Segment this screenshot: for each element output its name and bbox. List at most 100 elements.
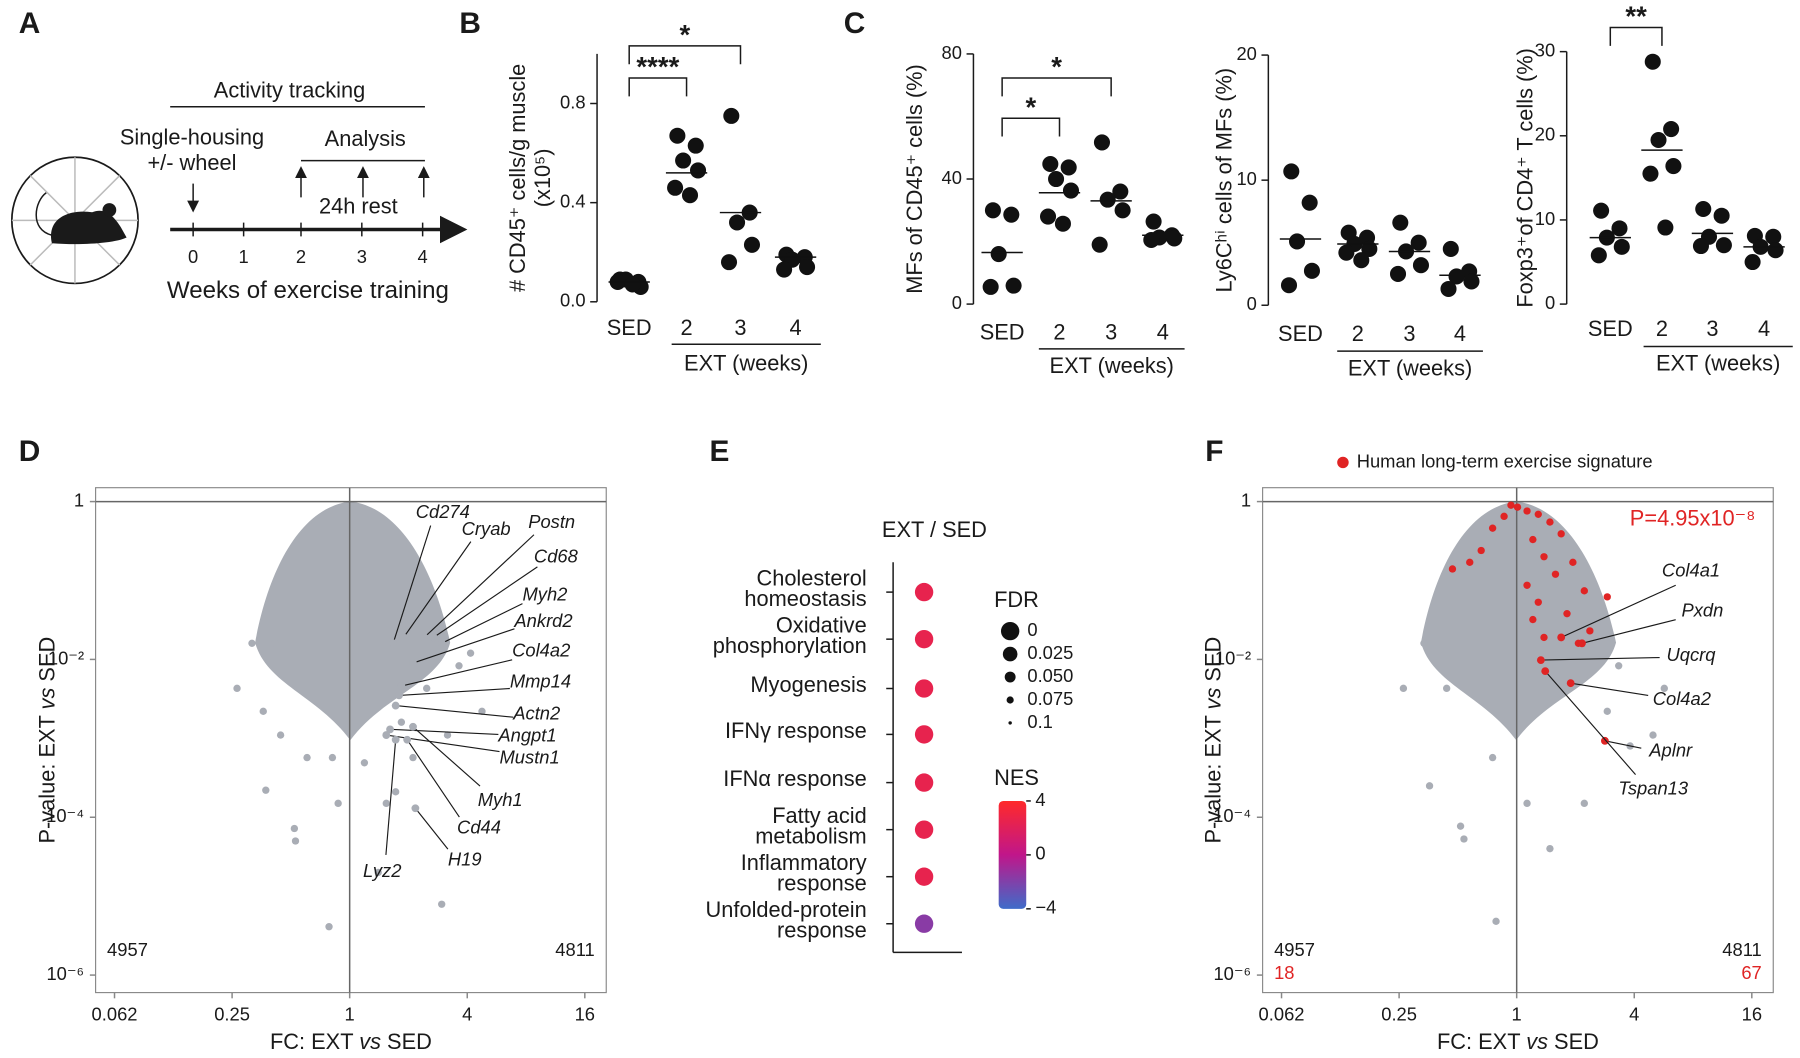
data-point (982, 278, 999, 295)
x-tick-label: 0.25 (1381, 1003, 1417, 1024)
x-tick-label: 4 (1629, 1003, 1639, 1024)
data-point (1663, 121, 1680, 138)
gene-label: Mustn1 (500, 746, 560, 767)
gene-point (409, 722, 417, 731)
x-tick-label: 16 (1742, 1003, 1762, 1024)
data-point (1112, 183, 1129, 200)
leader-line (1544, 670, 1636, 775)
significance-bracket (628, 77, 688, 97)
data-point (325, 923, 333, 931)
data-point (1644, 53, 1661, 70)
data-point (1361, 240, 1378, 257)
signature-point (1529, 535, 1537, 544)
y-tick-label: 0.8 (560, 91, 586, 112)
data-point (1099, 191, 1116, 208)
gene-label: Aplnr (1648, 739, 1693, 760)
signature-point (1523, 581, 1531, 589)
gene-label: Tspan13 (1618, 777, 1689, 798)
legend-marker (1337, 456, 1349, 469)
axis-title-part: SED (34, 637, 59, 688)
gene-label: Col4a1 (1662, 559, 1720, 580)
gene-point (382, 731, 391, 739)
y-tick-label: 10⁻⁴ (46, 805, 84, 826)
data-point (1692, 237, 1709, 255)
data-point (248, 639, 256, 647)
signature-point (1500, 512, 1508, 521)
x-tick-label: 4 (1157, 320, 1169, 345)
significance-bracket (628, 45, 742, 65)
data-point (1054, 215, 1071, 232)
signature-point (1569, 558, 1577, 566)
data-point (328, 753, 337, 762)
data-point (1665, 158, 1682, 175)
data-point (303, 753, 311, 762)
data-point (1492, 917, 1500, 925)
data-point (1448, 268, 1465, 285)
gene-point (420, 633, 429, 642)
gene-point (391, 735, 400, 744)
data-point (423, 684, 431, 693)
bubble (914, 582, 934, 602)
data-point (1283, 163, 1300, 180)
data-point (1114, 202, 1131, 219)
gene-label: Myh1 (478, 789, 523, 810)
colorbar-label: 4 (1035, 789, 1045, 810)
gene-point (1557, 633, 1566, 642)
signature-point (1546, 518, 1554, 526)
leader-line (399, 687, 510, 696)
gene-label: Pxdn (1681, 599, 1723, 620)
data-point (478, 707, 486, 715)
data-point (1590, 247, 1607, 264)
gene-label: Actn2 (512, 703, 560, 724)
point-cloud (1420, 501, 1617, 741)
axis-title-part: vs (1200, 688, 1225, 710)
data-point (1611, 220, 1628, 237)
gene-point (403, 735, 412, 744)
panel-label: B (459, 7, 481, 40)
data-point (233, 684, 241, 693)
data-point (1410, 234, 1427, 251)
axis-title-part: SED (381, 1029, 432, 1054)
chart-title: EXT / SED (882, 517, 987, 542)
data-point (1389, 265, 1407, 282)
rest-label: 24h rest (319, 193, 398, 218)
tracking-label: Activity tracking (214, 78, 365, 103)
gene-point (1601, 736, 1609, 745)
gene-label: Myh2 (522, 583, 567, 604)
y-tick-label: 0.0 (560, 290, 586, 311)
data-point (1420, 639, 1428, 647)
count-label: 4811 (555, 939, 594, 960)
leader-line (392, 525, 432, 644)
data-point (259, 707, 267, 715)
leader-line (412, 628, 515, 664)
gene-label: Ankrd2 (513, 610, 572, 631)
pathway-label: Unfolded-protein (706, 897, 867, 922)
data-point (409, 753, 417, 762)
data-point (1166, 230, 1183, 247)
data-point (1280, 277, 1298, 294)
gene-point (391, 701, 400, 710)
gene-point (397, 682, 406, 690)
axis-title: P-value: EXT vs SED (1200, 637, 1225, 844)
panel-label: E (710, 435, 730, 468)
timeline-ticks (192, 222, 424, 237)
bubble (914, 820, 934, 839)
data-point (1456, 822, 1465, 830)
data-point (1412, 257, 1429, 274)
plot-frame (95, 487, 607, 994)
signature-point (1523, 507, 1531, 515)
y-axis-title: Ly6Cʰⁱ cells of MFs (%) (1212, 68, 1237, 293)
data-point (1042, 155, 1059, 173)
point-cloud (255, 501, 451, 741)
signature-point (1563, 609, 1571, 618)
y-tick-label: 10 (1236, 168, 1256, 189)
data-point (1463, 273, 1480, 290)
data-point (1060, 159, 1077, 176)
data-point (1695, 200, 1712, 218)
data-point (382, 799, 390, 808)
axis-title-part: vs (359, 1029, 381, 1054)
x-tick-label: 0.062 (92, 1003, 138, 1024)
gene-label: Cd44 (457, 816, 501, 837)
size-legend-label: 0 (1027, 619, 1037, 640)
data-point (1715, 237, 1732, 254)
